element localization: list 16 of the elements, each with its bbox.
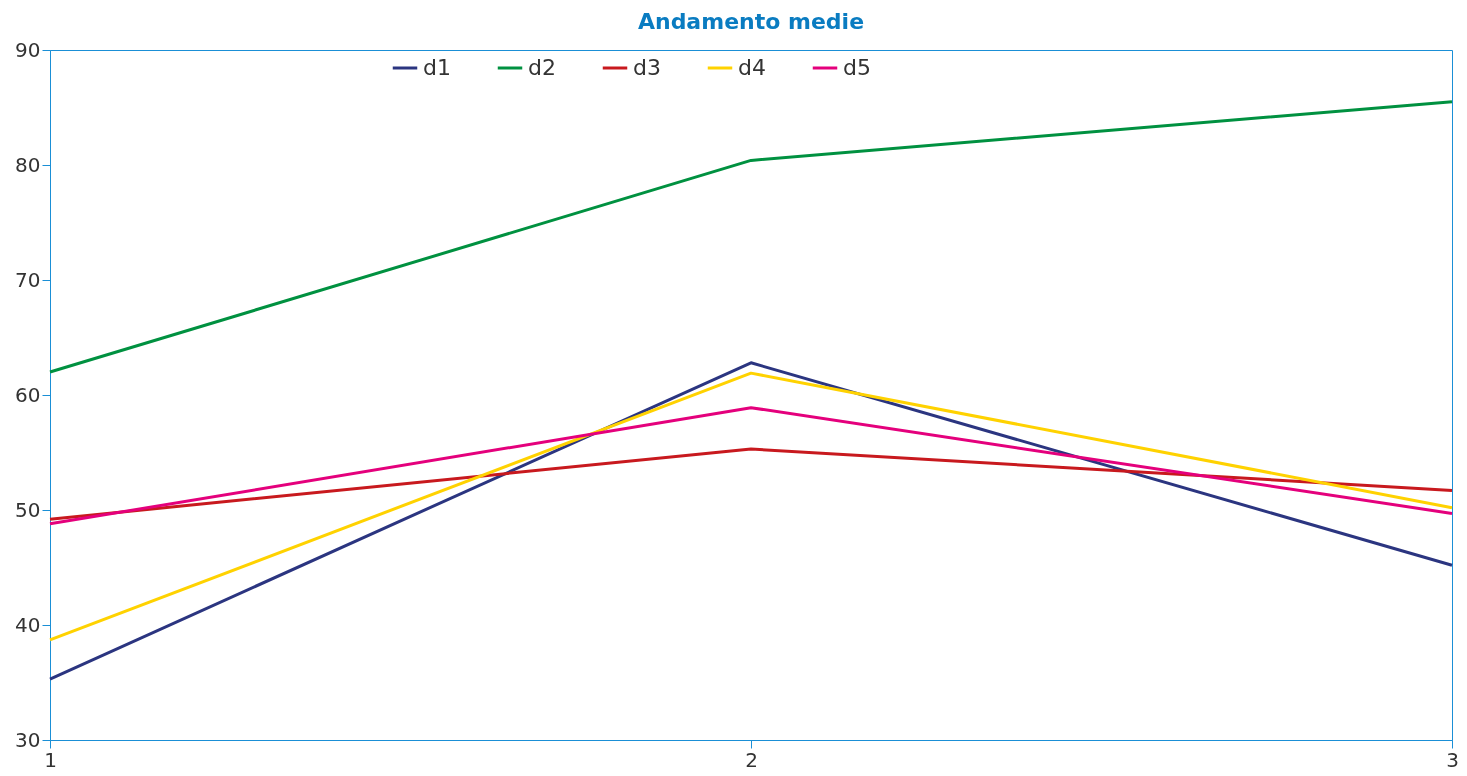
y-tick-label: 80 — [15, 152, 41, 177]
x-tick-label: 3 — [1446, 747, 1459, 772]
y-tick-label: 60 — [15, 382, 41, 407]
legend-label: d1 — [423, 55, 451, 80]
x-tick-label: 2 — [745, 747, 758, 772]
y-tick-label: 50 — [15, 497, 41, 522]
x-tick-label: 1 — [44, 747, 57, 772]
y-tick-label: 30 — [15, 727, 41, 752]
chart-title: Andamento medie — [637, 9, 865, 34]
legend-label: d5 — [843, 55, 871, 80]
legend-label: d2 — [528, 55, 556, 80]
legend-label: d4 — [738, 55, 766, 80]
legend-label: d3 — [633, 55, 661, 80]
y-tick-label: 90 — [15, 37, 41, 62]
y-tick-label: 40 — [15, 612, 41, 637]
y-tick-label: 70 — [15, 267, 41, 292]
